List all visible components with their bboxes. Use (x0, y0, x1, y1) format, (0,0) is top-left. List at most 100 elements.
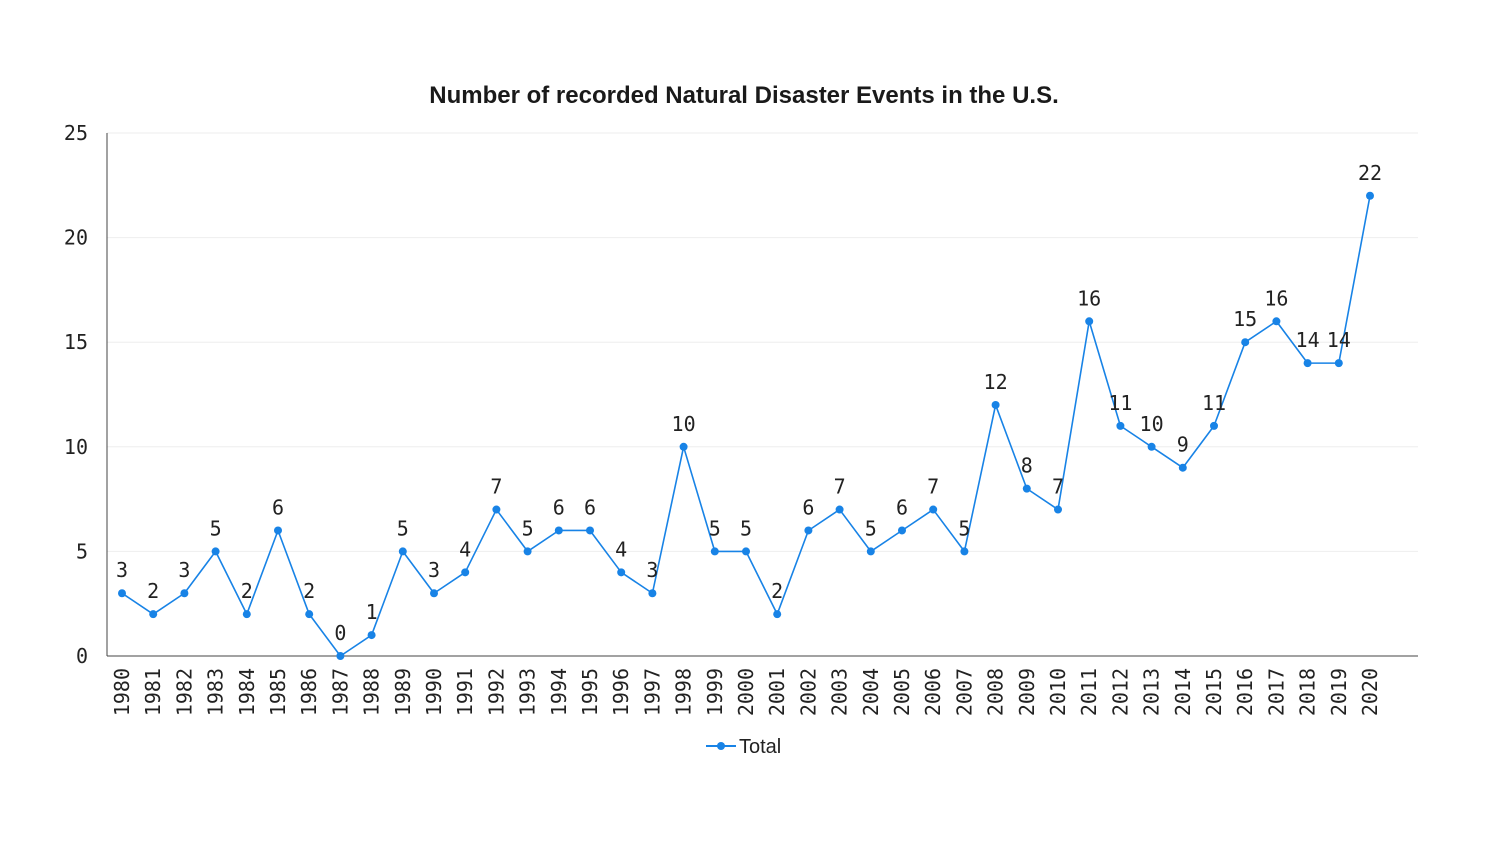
data-point[interactable] (1303, 359, 1312, 368)
data-point[interactable] (804, 526, 813, 535)
data-point[interactable] (929, 505, 938, 514)
data-label: 5 (210, 516, 222, 540)
data-label: 9 (1177, 433, 1189, 457)
x-tick-label: 1980 (110, 668, 134, 716)
x-tick-label: 2013 (1140, 668, 1164, 716)
x-tick-label: 1999 (703, 668, 727, 716)
data-point[interactable] (492, 505, 501, 514)
data-label: 10 (672, 412, 696, 436)
x-tick-label: 2015 (1202, 668, 1226, 716)
data-point[interactable] (1334, 359, 1343, 368)
x-tick-label: 1988 (360, 668, 384, 716)
y-tick-label: 5 (76, 539, 88, 563)
data-point[interactable] (866, 547, 875, 556)
data-label: 6 (272, 495, 284, 519)
data-point[interactable] (1054, 505, 1062, 514)
data-label: 14 (1296, 328, 1320, 352)
x-tick-label: 1991 (453, 668, 477, 716)
data-point[interactable] (149, 610, 158, 619)
x-tick-label: 2000 (734, 668, 758, 716)
y-tick-label: 0 (76, 644, 88, 668)
x-tick-label: 2008 (984, 668, 1008, 716)
data-point[interactable] (554, 526, 563, 535)
x-tick-label: 2006 (921, 668, 945, 716)
data-point[interactable] (1116, 421, 1125, 430)
data-point[interactable] (1085, 317, 1094, 326)
data-label: 7 (1052, 475, 1064, 499)
y-tick-label: 10 (64, 435, 88, 459)
x-tick-label: 1985 (266, 668, 290, 716)
x-tick-label: 2017 (1264, 668, 1288, 716)
data-label: 6 (584, 495, 596, 519)
data-point[interactable] (710, 547, 719, 556)
data-point[interactable] (523, 547, 532, 556)
data-point[interactable] (242, 610, 251, 619)
data-point[interactable] (1241, 338, 1250, 347)
gridlines (107, 132, 1418, 552)
data-point[interactable] (742, 547, 750, 556)
data-label: 1 (366, 600, 378, 624)
legend[interactable]: Total (706, 736, 781, 758)
x-tick-label: 1993 (516, 668, 540, 716)
data-label: 8 (1021, 454, 1033, 478)
data-point[interactable] (586, 526, 594, 535)
data-point[interactable] (1022, 484, 1031, 493)
data-label: 5 (397, 516, 409, 540)
data-label: 6 (802, 495, 814, 519)
x-tick-label: 1981 (141, 668, 165, 716)
data-label: 6 (896, 495, 908, 519)
data-point[interactable] (398, 547, 407, 556)
x-axis-ticks: 1980 1981 1982 1983 1984 1985 1986 1987 1988 1989… (110, 668, 1382, 716)
data-label: 3 (116, 558, 128, 582)
x-tick-label: 1986 (297, 668, 321, 716)
x-tick-label: 1997 (640, 668, 664, 716)
data-label: 16 (1264, 286, 1288, 310)
data-label: 11 (1108, 391, 1132, 415)
data-point[interactable] (118, 589, 126, 598)
data-point[interactable] (617, 568, 626, 577)
data-point[interactable] (991, 400, 1000, 409)
x-tick-label: 2007 (952, 668, 976, 716)
data-point[interactable] (1272, 317, 1281, 326)
data-point[interactable] (679, 442, 688, 451)
x-tick-label: 1992 (484, 668, 508, 716)
x-tick-label: 2011 (1077, 668, 1101, 716)
x-tick-label: 1984 (235, 668, 259, 716)
data-point[interactable] (1210, 421, 1218, 430)
data-label: 7 (834, 475, 846, 499)
data-point[interactable] (336, 652, 345, 660)
data-label: 4 (615, 537, 627, 561)
data-label: 15 (1233, 307, 1257, 331)
x-tick-label: 1989 (391, 668, 415, 716)
data-label: 0 (334, 621, 346, 645)
data-point[interactable] (898, 526, 906, 535)
data-label: 5 (740, 516, 752, 540)
x-tick-label: 2009 (1015, 668, 1039, 716)
data-point[interactable] (1147, 442, 1156, 451)
x-tick-label: 2002 (796, 668, 820, 716)
x-tick-label: 1994 (547, 668, 571, 716)
data-point[interactable] (305, 610, 314, 619)
data-point[interactable] (367, 631, 376, 640)
data-point[interactable] (835, 505, 844, 514)
data-point[interactable] (960, 547, 969, 556)
legend-marker-icon (717, 742, 725, 750)
x-tick-label: 2003 (828, 668, 852, 716)
data-point[interactable] (773, 610, 782, 619)
data-point[interactable] (274, 526, 282, 535)
data-point[interactable] (461, 568, 470, 577)
data-point[interactable] (430, 589, 438, 598)
data-label: 6 (553, 495, 565, 519)
x-tick-label: 1990 (422, 668, 446, 716)
data-point[interactable] (1178, 463, 1187, 472)
x-tick-label: 1987 (328, 668, 352, 716)
data-label: 5 (522, 516, 534, 540)
legend-label-total: Total (739, 736, 781, 758)
data-point[interactable] (1366, 191, 1374, 200)
y-axis-ticks: 0 5 10 15 20 25 (64, 121, 88, 668)
data-point[interactable] (180, 589, 189, 598)
data-label: 5 (958, 516, 970, 540)
data-point[interactable] (211, 547, 220, 556)
x-tick-label: 2012 (1108, 668, 1132, 716)
data-point[interactable] (648, 589, 657, 598)
